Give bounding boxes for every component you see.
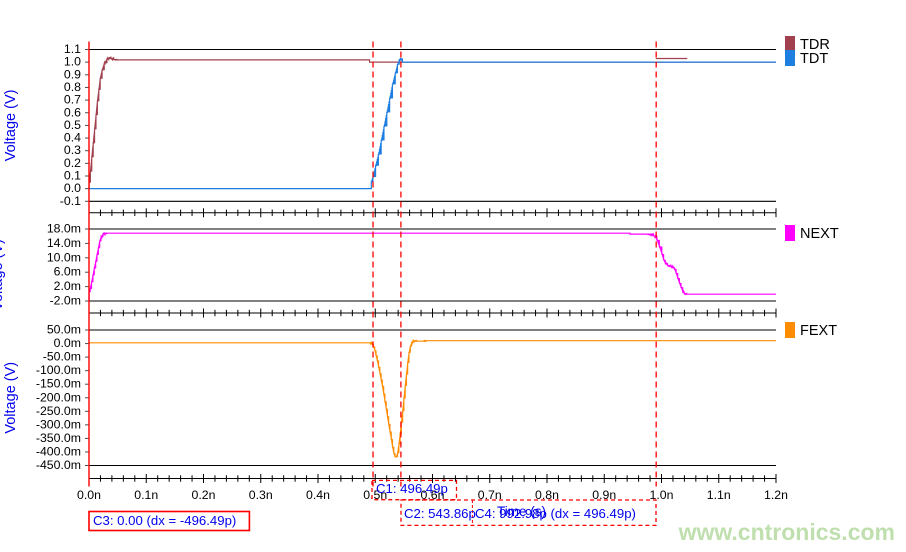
svg-text:Voltage (V): Voltage (V) — [3, 362, 19, 434]
svg-text:1.2n: 1.2n — [764, 488, 788, 502]
svg-text:0.0m: 0.0m — [54, 336, 81, 350]
svg-text:C1: 496.49p: C1: 496.49p — [376, 481, 448, 496]
svg-text:-300.0m: -300.0m — [36, 417, 81, 431]
svg-text:-400.0m: -400.0m — [36, 444, 81, 458]
svg-text:-200.0m: -200.0m — [36, 390, 81, 404]
svg-text:C2: 543.86p: C2: 543.86p — [404, 506, 476, 521]
svg-text:50.0m: 50.0m — [47, 323, 81, 337]
svg-text:-2.0m: -2.0m — [50, 294, 81, 308]
svg-text:0.0n: 0.0n — [77, 488, 101, 502]
svg-text:Voltage (V): Voltage (V) — [3, 90, 19, 162]
svg-text:-350.0m: -350.0m — [36, 431, 81, 445]
svg-text:TDT: TDT — [800, 51, 828, 67]
svg-text:6.0m: 6.0m — [54, 265, 81, 279]
svg-text:-150.0m: -150.0m — [36, 377, 81, 391]
svg-text:0.4n: 0.4n — [306, 488, 330, 502]
svg-text:1.1n: 1.1n — [707, 488, 731, 502]
svg-text:-100.0m: -100.0m — [36, 363, 81, 377]
svg-text:C4: 992.98p (dx = 496.49p): C4: 992.98p (dx = 496.49p) — [475, 506, 636, 521]
svg-text:0.2n: 0.2n — [192, 488, 216, 502]
svg-text:Voltage (V): Voltage (V) — [0, 239, 6, 311]
svg-text:NEXT: NEXT — [800, 226, 839, 242]
svg-text:-250.0m: -250.0m — [36, 404, 81, 418]
svg-text:14.0m: 14.0m — [47, 236, 81, 250]
svg-text:0.1n: 0.1n — [134, 488, 158, 502]
svg-text:FEXT: FEXT — [800, 323, 837, 339]
svg-text:18.0m: 18.0m — [47, 222, 81, 236]
svg-text:10.0m: 10.0m — [47, 250, 81, 264]
svg-text:-50.0m: -50.0m — [43, 350, 81, 364]
svg-text:2.0m: 2.0m — [54, 279, 81, 293]
svg-text:C3: 0.00 (dx = -496.49p): C3: 0.00 (dx = -496.49p) — [93, 513, 236, 528]
svg-text:0.3n: 0.3n — [249, 488, 273, 502]
svg-text:-450.0m: -450.0m — [36, 458, 81, 472]
svg-text:-0.1: -0.1 — [60, 194, 81, 208]
svg-text:www.cntronics.com: www.cntronics.com — [678, 519, 895, 545]
